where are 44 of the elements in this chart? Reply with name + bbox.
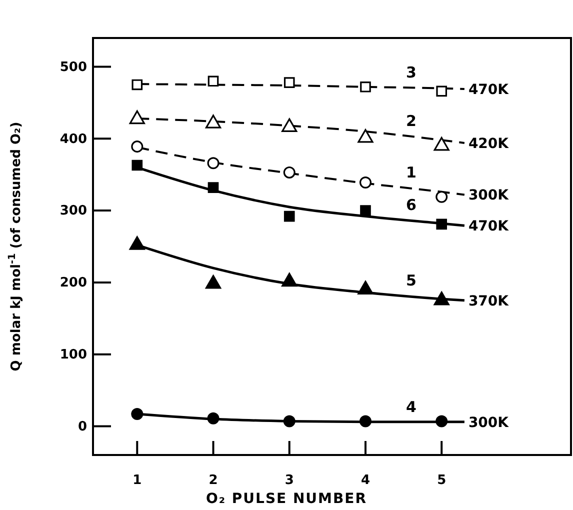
y-tick-label: 400 <box>60 132 87 147</box>
series-label: 2 <box>406 112 416 130</box>
point <box>132 79 143 90</box>
y-tick-label: 100 <box>60 348 87 363</box>
y-tick-label: 0 <box>78 419 87 434</box>
annotation: 470K <box>468 82 510 98</box>
point <box>208 182 219 193</box>
point <box>436 218 448 230</box>
series-label: 3 <box>406 64 416 82</box>
point <box>207 157 220 170</box>
point <box>359 176 372 189</box>
point <box>360 81 371 92</box>
point <box>436 190 448 203</box>
point <box>207 412 220 424</box>
x-tick-label: 2 <box>208 473 218 488</box>
y-tick-label: 300 <box>60 204 87 219</box>
x-tick-label: 1 <box>132 473 142 488</box>
point <box>131 140 144 153</box>
point <box>208 76 219 87</box>
annotation: 470K <box>468 218 510 235</box>
series-label: 6 <box>406 196 416 214</box>
series-label: 1 <box>406 164 416 182</box>
annotation: 370K <box>468 293 510 310</box>
x-tick-label: 5 <box>437 473 446 488</box>
point <box>284 77 295 88</box>
point <box>283 166 296 178</box>
x-tick-label: 3 <box>284 473 294 488</box>
x-axis-title: O₂ PULSE NUMBER <box>206 491 368 507</box>
x-tick-label: 4 <box>360 473 370 488</box>
y-tick-label: 500 <box>60 60 87 75</box>
point <box>284 210 295 222</box>
point <box>283 415 296 428</box>
point <box>131 408 144 420</box>
annotation: 300K <box>468 188 510 204</box>
point <box>360 205 371 216</box>
point <box>436 415 448 428</box>
point <box>132 160 143 171</box>
point <box>436 86 448 97</box>
series-label: 4 <box>406 398 416 416</box>
annotation: 420K <box>468 136 510 152</box>
point <box>359 415 372 428</box>
annotation: 300K <box>468 414 510 431</box>
y-tick-label: 200 <box>60 276 87 291</box>
series-label: 5 <box>406 272 416 290</box>
